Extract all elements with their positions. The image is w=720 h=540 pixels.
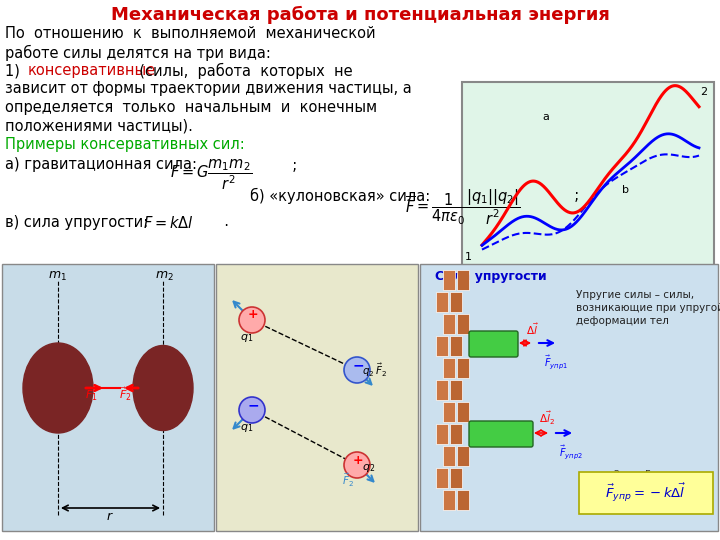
Bar [457, 270, 469, 290]
Text: 1: 1 [465, 252, 472, 262]
Text: $q_1$: $q_1$ [240, 332, 253, 344]
Text: $m_2$: $m_2$ [155, 270, 174, 283]
Text: $\Delta\vec{l}$: $\Delta\vec{l}$ [526, 321, 539, 337]
Bar [450, 292, 462, 312]
Text: −: − [248, 398, 260, 412]
Bar [457, 358, 469, 378]
Text: Механическая работа и потенциальная энергия: Механическая работа и потенциальная энер… [111, 6, 609, 24]
Text: +: + [248, 308, 258, 321]
Text: $F = G\dfrac{m_1 m_2}{r^2}$: $F = G\dfrac{m_1 m_2}{r^2}$ [170, 158, 252, 192]
Circle shape [344, 452, 370, 478]
Text: Сила упругости: Сила упругости [435, 270, 546, 283]
Bar [457, 446, 469, 466]
Text: $m_1$: $m_1$ [48, 270, 67, 283]
Bar [436, 336, 448, 356]
Text: $\vec{F}_1$: $\vec{F}_1$ [85, 385, 98, 402]
Text: консервативные: консервативные [28, 63, 156, 78]
Text: Упругие силы – силы,
возникающие при упругой
деформации тел: Упругие силы – силы, возникающие при упр… [576, 290, 720, 326]
Text: $r$: $r$ [106, 510, 114, 523]
FancyBboxPatch shape [2, 264, 214, 531]
Circle shape [239, 307, 265, 333]
Text: зависит от формы траектории движения частицы, а: зависит от формы траектории движения час… [5, 82, 412, 97]
Text: $\overline{F} = \dfrac{1}{4\pi\varepsilon_0}\dfrac{|q_1||q_2|}{r^2}$: $\overline{F} = \dfrac{1}{4\pi\varepsilo… [405, 188, 521, 227]
Bar [443, 314, 455, 334]
Text: $F = k\Delta l$: $F = k\Delta l$ [143, 214, 194, 231]
Text: определяется  только  начальным  и  конечным: определяется только начальным и конечным [5, 100, 377, 115]
Bar [450, 380, 462, 400]
Text: $\vec{F}_{упр2}$: $\vec{F}_{упр2}$ [559, 443, 583, 461]
Bar [443, 270, 455, 290]
Text: 2: 2 [700, 87, 707, 97]
Bar [436, 380, 448, 400]
Bar [443, 402, 455, 422]
Bar [443, 358, 455, 378]
Bar [457, 490, 469, 510]
Text: ;: ; [565, 188, 580, 203]
FancyBboxPatch shape [462, 82, 714, 280]
Bar [443, 446, 455, 466]
Text: Примеры консервативных сил:: Примеры консервативных сил: [5, 137, 245, 152]
Text: $q_2$: $q_2$ [362, 462, 375, 474]
Text: .: . [215, 214, 229, 230]
Text: +: + [353, 454, 364, 467]
Text: Закон Гука: Закон Гука [614, 470, 667, 479]
Text: (силы,  работа  которых  не: (силы, работа которых не [130, 63, 353, 79]
FancyBboxPatch shape [420, 264, 718, 531]
FancyBboxPatch shape [216, 264, 418, 531]
Circle shape [239, 397, 265, 423]
Text: По  отношению  к  выполняемой  механической: По отношению к выполняемой механической [5, 26, 376, 41]
Bar [450, 424, 462, 444]
Ellipse shape [133, 346, 193, 430]
Text: в) сила упругости:: в) сила упругости: [5, 214, 153, 230]
Text: $\vec{F}_2$: $\vec{F}_2$ [119, 385, 132, 402]
Text: работе силы делятся на три вида:: работе силы делятся на три вида: [5, 44, 271, 60]
Text: $\vec{F}_{упр} = -k\Delta\vec{l}$: $\vec{F}_{упр} = -k\Delta\vec{l}$ [606, 482, 687, 504]
Text: $\vec{F}_{упр1}$: $\vec{F}_{упр1}$ [544, 353, 568, 371]
Text: $q_1$: $q_1$ [240, 422, 253, 434]
FancyBboxPatch shape [469, 421, 533, 447]
Text: а) гравитационная сила:: а) гравитационная сила: [5, 158, 202, 172]
Bar [457, 314, 469, 334]
Bar [450, 336, 462, 356]
Bar [436, 424, 448, 444]
Circle shape [344, 357, 370, 383]
Bar [436, 468, 448, 488]
Text: 1): 1) [5, 63, 29, 78]
Bar [436, 292, 448, 312]
Text: −: − [353, 358, 364, 372]
Bar [457, 402, 469, 422]
Ellipse shape [23, 343, 93, 433]
Text: ;: ; [283, 158, 297, 172]
Bar [443, 490, 455, 510]
Text: a: a [542, 112, 549, 122]
Bar [450, 468, 462, 488]
Text: b: b [622, 185, 629, 195]
Text: положениями частицы).: положениями частицы). [5, 118, 193, 133]
Text: $q_2\,\vec{F}_2$: $q_2\,\vec{F}_2$ [362, 361, 387, 379]
Text: б) «кулоновская» сила:: б) «кулоновская» сила: [250, 188, 435, 204]
FancyBboxPatch shape [469, 331, 518, 357]
Text: $\Delta\vec{l}_2$: $\Delta\vec{l}_2$ [539, 410, 555, 427]
FancyBboxPatch shape [579, 472, 713, 514]
Text: $\vec{F}_2$: $\vec{F}_2$ [342, 471, 354, 489]
